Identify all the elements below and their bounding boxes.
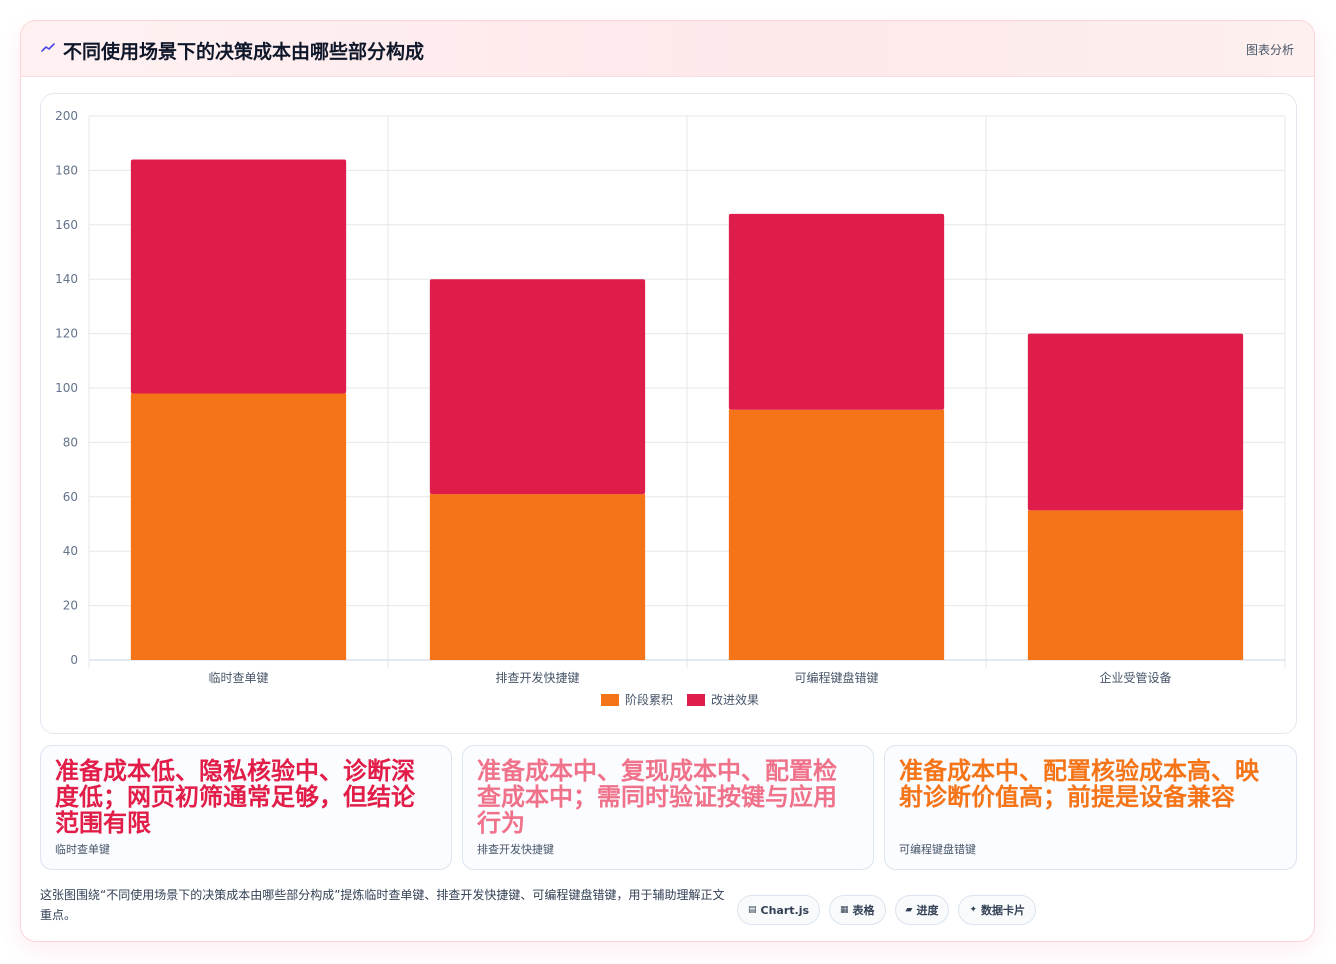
y-tick-label: 160 [55, 218, 78, 232]
tag-label: Chart.js [760, 903, 810, 917]
legend-swatch [601, 694, 619, 706]
y-tick-label: 80 [63, 435, 78, 449]
bar-improvement-effect [130, 159, 347, 394]
x-tick-label: 临时查单键 [208, 671, 268, 685]
trend-icon [41, 41, 55, 55]
y-tick-label: 180 [55, 163, 78, 177]
callout-card-3: 准备成本中、配置核验成本高、映射诊断价值高；前提是设备兼容 可编程键盘错键 [884, 745, 1297, 870]
x-tick-label: 排查开发快捷键 [495, 670, 579, 685]
legend-label: 阶段累积 [625, 692, 673, 707]
callout-category-3: 可编程键盘错键 [899, 843, 976, 856]
callout-text-2: 准备成本中、复现成本中、配置检查成本中；需同时验证按键与应用行为 [477, 757, 837, 837]
tag-progress[interactable]: ▰ 进度 [894, 895, 950, 925]
chart-description: 这张图围绕“不同使用场景下的决策成本由哪些部分构成”提炼临时查单键、排查开发快捷… [40, 888, 725, 922]
bar-improvement-effect [728, 213, 945, 410]
tag-label: 表格 [852, 904, 875, 917]
card-header: 不同使用场景下的决策成本由哪些部分构成 图表分析 [21, 21, 1314, 77]
y-tick-label: 140 [55, 272, 78, 286]
callout-category-2: 排查开发快捷键 [477, 843, 554, 856]
callout-text-3: 准备成本中、配置核验成本高、映射诊断价值高；前提是设备兼容 [899, 757, 1259, 811]
stacked-bar-chart: 0 20 40 60 80 100 120 140 160 180 200 临时查单键 排查开发快捷键 可… [55, 109, 1286, 707]
bar-improvement-effect [429, 279, 646, 495]
y-tick-label: 40 [63, 544, 78, 558]
bar-stage-accumulation [130, 393, 347, 660]
bar-improvement-effect [1027, 333, 1244, 511]
y-tick-label: 20 [63, 599, 78, 613]
table-icon: ▦ [840, 905, 849, 915]
chart-panel: 0 20 40 60 80 100 120 140 160 180 200 临时查单键 排查开发快捷键 可… [40, 93, 1297, 734]
tag-label: 进度 [916, 904, 939, 917]
y-tick-label: 120 [55, 327, 78, 341]
tag-table[interactable]: ▦ 表格 [829, 895, 886, 925]
tag-data-card[interactable]: ✦ 数据卡片 [958, 895, 1037, 925]
legend-label: 改进效果 [711, 692, 759, 707]
chart-analysis-link[interactable]: 图表分析 [1245, 43, 1294, 57]
x-tick-label: 企业受管设备 [1099, 670, 1171, 685]
tag-chartjs[interactable]: ▤ Chart.js [737, 895, 821, 925]
progress-icon: ▰ [905, 905, 913, 915]
bar-stage-accumulation [429, 494, 646, 660]
callout-text-1: 准备成本低、隐私核验中、诊断深度低；网页初筛通常足够，但结论范围有限 [55, 757, 415, 837]
chart-card: 不同使用场景下的决策成本由哪些部分构成 图表分析 0 20 40 60 80 100 120… [20, 20, 1315, 942]
sparkle-icon: ✦ [969, 905, 978, 915]
page-title: 不同使用场景下的决策成本由哪些部分构成 [63, 41, 425, 63]
callout-card-2: 准备成本中、复现成本中、配置检查成本中；需同时验证按键与应用行为 排查开发快捷键 [462, 745, 874, 870]
bar-stage-accumulation [1027, 510, 1244, 660]
y-tick-label: 0 [70, 653, 78, 667]
y-tick-label: 200 [55, 109, 78, 123]
y-tick-label: 60 [63, 490, 78, 504]
x-tick-label: 可编程键盘错键 [794, 670, 878, 685]
legend-swatch [687, 694, 705, 706]
chart-icon: ▤ [748, 905, 757, 915]
bar-stage-accumulation [728, 409, 945, 660]
tag-label: 数据卡片 [981, 904, 1026, 917]
feature-tags: ▤ Chart.js ▦ 表格 ▰ 进度 ✦ 数据卡片 [737, 895, 1037, 925]
callout-category-1: 临时查单键 [55, 843, 110, 856]
y-tick-label: 100 [55, 381, 78, 395]
callout-card-1: 准备成本低、隐私核验中、诊断深度低；网页初筛通常足够，但结论范围有限 临时查单键 [40, 745, 452, 870]
